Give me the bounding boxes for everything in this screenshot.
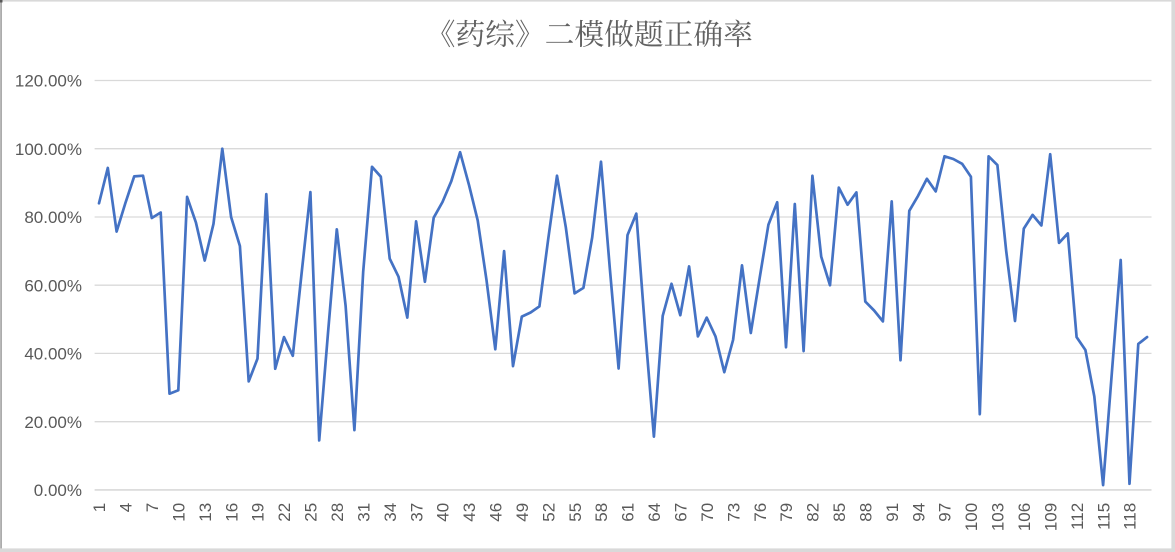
svg-text:115: 115 (1094, 503, 1113, 530)
svg-text:22: 22 (275, 503, 294, 522)
svg-text:52: 52 (539, 503, 558, 522)
svg-text:4: 4 (117, 503, 136, 512)
svg-text:46: 46 (487, 503, 506, 522)
svg-text:13: 13 (196, 503, 215, 522)
svg-text:49: 49 (513, 503, 532, 522)
svg-text:109: 109 (1041, 503, 1060, 531)
svg-text:58: 58 (592, 503, 611, 522)
svg-text:16: 16 (222, 503, 241, 522)
svg-text:88: 88 (857, 503, 876, 522)
svg-text:94: 94 (909, 503, 928, 522)
svg-text:82: 82 (804, 503, 823, 522)
svg-text:55: 55 (566, 503, 585, 522)
svg-text:1: 1 (90, 503, 109, 512)
svg-text:79: 79 (777, 503, 796, 522)
svg-text:37: 37 (407, 503, 426, 522)
svg-text:20.00%: 20.00% (24, 413, 82, 432)
svg-text:120.00%: 120.00% (15, 72, 82, 91)
svg-text:97: 97 (936, 503, 955, 522)
svg-text:31: 31 (354, 503, 373, 522)
svg-text:73: 73 (724, 503, 743, 522)
svg-text:19: 19 (249, 503, 268, 522)
svg-text:100: 100 (962, 503, 981, 531)
svg-text:10: 10 (170, 503, 189, 522)
svg-text:118: 118 (1121, 503, 1140, 530)
svg-text:100.00%: 100.00% (15, 140, 82, 159)
svg-text:40.00%: 40.00% (24, 345, 82, 364)
svg-text:43: 43 (460, 503, 479, 522)
svg-text:91: 91 (883, 503, 902, 522)
svg-text:103: 103 (989, 503, 1008, 531)
svg-text:85: 85 (830, 503, 849, 522)
svg-text:40: 40 (434, 503, 453, 522)
svg-text:76: 76 (751, 503, 770, 522)
svg-text:80.00%: 80.00% (24, 208, 82, 227)
svg-text:0.00%: 0.00% (34, 481, 82, 500)
svg-text:61: 61 (619, 503, 638, 522)
svg-text:25: 25 (302, 503, 321, 522)
svg-text:70: 70 (698, 503, 717, 522)
svg-text:112: 112 (1068, 503, 1087, 530)
svg-text:7: 7 (143, 503, 162, 512)
svg-text:64: 64 (645, 503, 664, 522)
svg-text:34: 34 (381, 503, 400, 522)
svg-text:28: 28 (328, 503, 347, 522)
svg-text:67: 67 (672, 503, 691, 522)
svg-text:106: 106 (1015, 503, 1034, 531)
svg-text:60.00%: 60.00% (24, 276, 82, 295)
